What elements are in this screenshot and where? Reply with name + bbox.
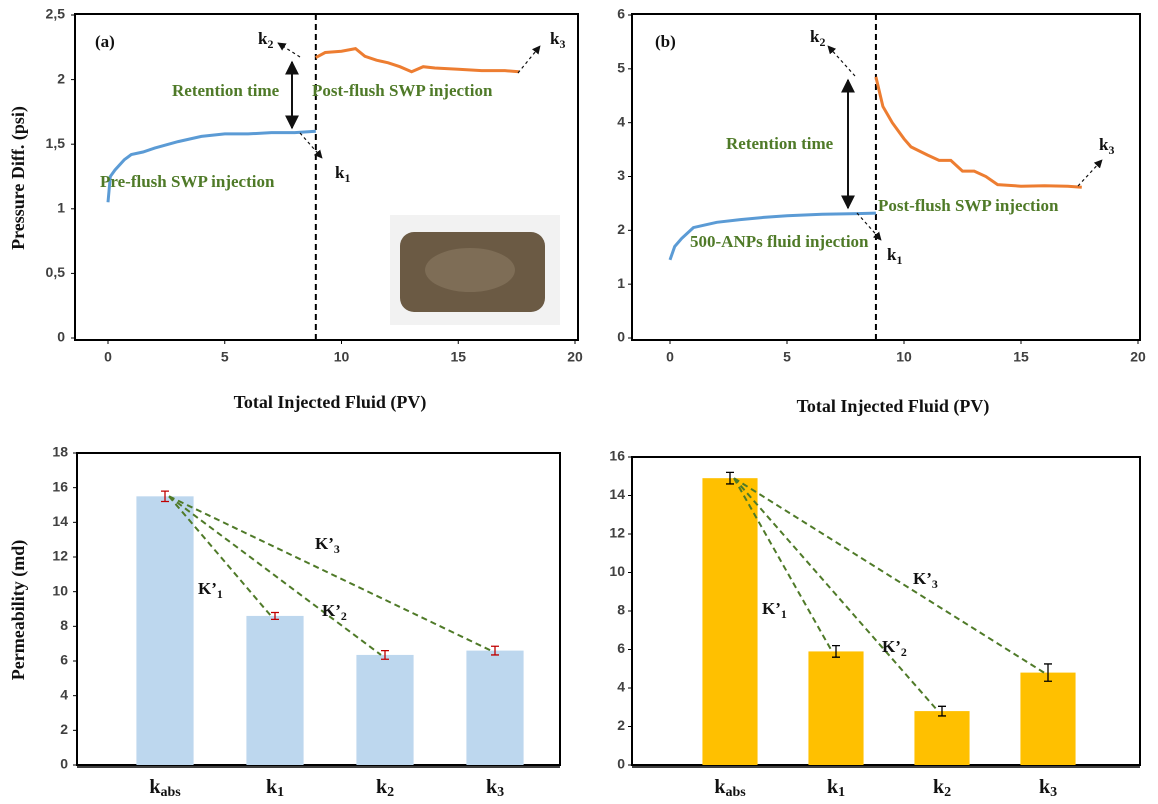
annotation: k3 xyxy=(1099,135,1114,157)
y-tick-label: 5 xyxy=(617,60,625,76)
y-tick-label: 0 xyxy=(617,756,625,772)
x-tick-label: k3 xyxy=(1039,776,1057,801)
core-texture xyxy=(425,248,515,292)
bar xyxy=(356,655,413,765)
bar xyxy=(136,496,193,765)
x-tick-label: k1 xyxy=(827,776,845,801)
x-tick-label: 20 xyxy=(1130,349,1146,365)
x-axis-title: Total Injected Fluid (PV) xyxy=(797,396,990,417)
panel-label: (a) xyxy=(95,32,115,51)
data-line xyxy=(316,49,519,72)
y-tick-label: 1,5 xyxy=(46,135,66,151)
y-tick-label: 0,5 xyxy=(46,264,66,280)
plot-frame xyxy=(632,14,1140,340)
y-axis-title: Permeability (md) xyxy=(8,540,29,680)
y-tick-label: 0 xyxy=(57,329,65,345)
y-tick-label: 1 xyxy=(57,200,65,216)
bar xyxy=(702,478,757,765)
y-tick-label: 1 xyxy=(617,275,625,291)
y-tick-label: 16 xyxy=(609,448,625,464)
x-tick-label: 10 xyxy=(896,349,912,365)
x-tick-label: k1 xyxy=(266,776,284,801)
x-tick-label: 0 xyxy=(666,349,674,365)
annotation: K’2 xyxy=(882,637,907,659)
y-tick-label: 6 xyxy=(617,640,625,656)
x-tick-label: 0 xyxy=(104,349,112,365)
y-tick-label: 0 xyxy=(617,329,625,345)
x-tick-label: 20 xyxy=(567,349,583,365)
annotation: K’3 xyxy=(913,569,938,591)
bar xyxy=(466,651,523,765)
x-tick-label: kabs xyxy=(149,776,181,801)
annotation: Retention time xyxy=(172,81,280,100)
annotation: k3 xyxy=(550,29,565,51)
y-tick-label: 8 xyxy=(617,602,625,618)
annotation: k1 xyxy=(887,245,902,267)
annotation: Retention time xyxy=(726,134,834,153)
y-tick-label: 10 xyxy=(52,582,68,598)
x-tick-label: k2 xyxy=(376,776,394,801)
annotation: k2 xyxy=(258,29,273,51)
pointer-arrow xyxy=(300,133,322,158)
data-line xyxy=(108,131,316,202)
x-tick-label: 5 xyxy=(783,349,791,365)
pointer-arrow xyxy=(518,46,540,73)
series-label: 500-ANPs fluid injection xyxy=(690,232,869,251)
y-tick-label: 2,5 xyxy=(46,6,66,22)
y-tick-label: 6 xyxy=(617,6,625,22)
y-tick-label: 14 xyxy=(609,486,625,502)
annotation: K’1 xyxy=(198,579,223,601)
x-tick-label: 5 xyxy=(221,349,229,365)
series-label: Pre-flush SWP injection xyxy=(100,172,275,191)
y-tick-label: 10 xyxy=(609,563,625,579)
bar xyxy=(1020,673,1075,765)
y-tick-label: 2 xyxy=(617,717,625,733)
pointer-arrow xyxy=(1078,160,1102,186)
x-tick-label: 15 xyxy=(450,349,466,365)
panel-label: (b) xyxy=(655,32,676,51)
bar xyxy=(246,616,303,765)
y-tick-label: 18 xyxy=(52,444,68,460)
y-tick-label: 2 xyxy=(60,721,68,737)
bar xyxy=(808,651,863,765)
series-label: Post-flush SWP injection xyxy=(312,81,493,100)
y-tick-label: 8 xyxy=(60,617,68,633)
y-tick-label: 3 xyxy=(617,167,625,183)
x-axis-title: Total Injected Fluid (PV) xyxy=(234,392,427,413)
x-tick-label: kabs xyxy=(714,776,746,801)
y-tick-label: 12 xyxy=(609,525,625,541)
y-tick-label: 2 xyxy=(617,221,625,237)
x-tick-label: k3 xyxy=(486,776,504,801)
series-label: Post-flush SWP injection xyxy=(878,196,1059,215)
annotation: K’3 xyxy=(315,534,340,556)
annotation: k2 xyxy=(810,27,825,49)
data-line xyxy=(876,77,1082,187)
annotation: K’2 xyxy=(322,601,347,623)
annotation: K’1 xyxy=(762,599,787,621)
y-tick-label: 0 xyxy=(60,756,68,772)
pointer-arrow xyxy=(278,43,300,57)
y-tick-label: 14 xyxy=(52,513,68,529)
y-tick-label: 16 xyxy=(52,478,68,494)
y-tick-label: 4 xyxy=(617,113,625,129)
y-tick-label: 2 xyxy=(57,70,65,86)
ratio-line xyxy=(169,496,491,650)
y-tick-label: 12 xyxy=(52,548,68,564)
x-tick-label: 10 xyxy=(334,349,350,365)
figure: 00,511,522,5Pressure Diff. (psi)05101520… xyxy=(0,0,1158,804)
y-tick-label: 4 xyxy=(617,679,625,695)
y-tick-label: 4 xyxy=(60,686,68,702)
x-tick-label: k2 xyxy=(933,776,951,801)
pointer-arrow xyxy=(828,46,855,76)
annotation: k1 xyxy=(335,163,350,185)
bar xyxy=(914,711,969,765)
y-axis-title: Pressure Diff. (psi) xyxy=(8,106,29,250)
x-tick-label: 15 xyxy=(1013,349,1029,365)
y-tick-label: 6 xyxy=(60,652,68,668)
